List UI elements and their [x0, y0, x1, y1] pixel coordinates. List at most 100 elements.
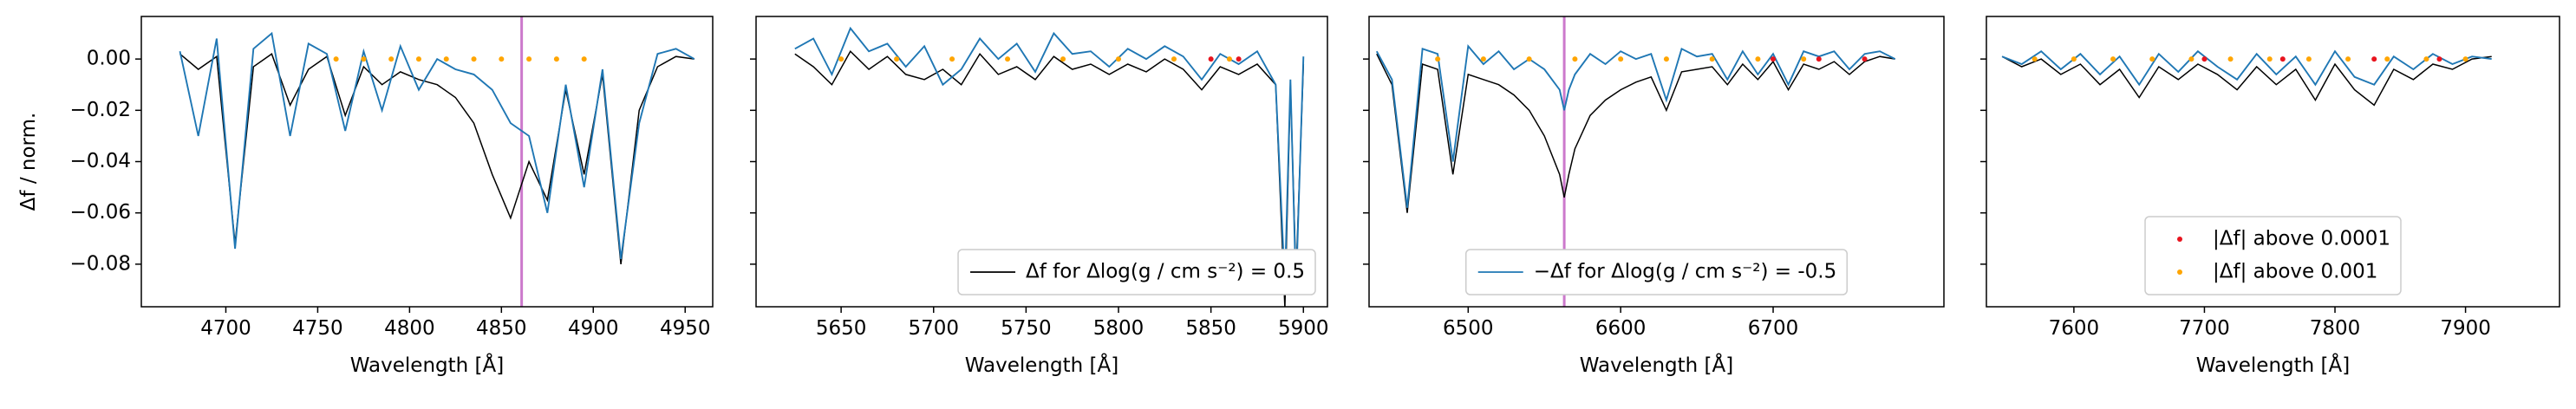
x-tick-label: 5900 — [1278, 317, 1329, 340]
legend-label: Δf for Δlog(g / cm s⁻²) = 0.5 — [1026, 261, 1305, 283]
threshold-dot — [553, 56, 559, 62]
threshold-dot — [2305, 56, 2312, 62]
threshold-dot — [2436, 56, 2442, 62]
threshold-dot — [1116, 56, 1122, 62]
threshold-dot — [2071, 56, 2077, 62]
legend-box — [2144, 216, 2402, 295]
legend: |Δf| above 0.0001 |Δf| above 0.001 — [2144, 216, 2402, 295]
x-tick-label: 4900 — [568, 317, 619, 340]
threshold-dot — [1618, 56, 1624, 62]
threshold-dot — [1208, 56, 1214, 62]
x-tick-label: 6500 — [1443, 317, 1494, 340]
threshold-dot — [499, 56, 505, 62]
y-tick-label: −0.08 — [70, 252, 131, 275]
threshold-dot — [1236, 56, 1242, 62]
x-axis-label: Wavelength [Å] — [350, 353, 504, 377]
threshold-dot — [2384, 56, 2390, 62]
threshold-dot — [838, 56, 845, 62]
spectrum-line — [179, 31, 695, 260]
threshold-dot — [2423, 56, 2429, 62]
threshold-dot — [2279, 56, 2286, 62]
threshold-dot — [2149, 56, 2155, 62]
spectrum-line — [2001, 49, 2492, 87]
legend-label: |Δf| above 0.001 — [2213, 261, 2377, 283]
threshold-dot — [1755, 56, 1761, 62]
threshold-dot — [2462, 56, 2468, 62]
legend: −Δf for Δlog(g / cm s⁻²) = -0.5 — [1464, 249, 1849, 295]
threshold-dot — [2201, 56, 2208, 62]
threshold-dot — [1060, 56, 1066, 62]
x-axis-label: Wavelength [Å] — [2196, 353, 2350, 377]
x-tick-label: 7600 — [2049, 317, 2100, 340]
threshold-dot — [1663, 56, 1669, 62]
axes-frame — [1986, 16, 2560, 308]
spectrum-line — [1376, 53, 1895, 213]
x-tick-label: 7900 — [2440, 317, 2491, 340]
threshold-dot — [2227, 56, 2234, 62]
threshold-dot — [388, 56, 395, 62]
axes-frame — [1368, 16, 1945, 308]
legend-swatch — [2177, 237, 2183, 242]
spectrum-line — [794, 26, 1305, 290]
threshold-dot — [2110, 56, 2116, 62]
axes-frame — [755, 16, 1328, 308]
axes-frame — [140, 16, 714, 308]
legend-label: −Δf for Δlog(g / cm s⁻²) = -0.5 — [1534, 261, 1837, 283]
y-axis-label: Δf / norm. — [17, 113, 40, 211]
x-tick-label: 4700 — [200, 317, 251, 340]
threshold-dot — [415, 56, 421, 62]
legend: Δf for Δlog(g / cm s⁻²) = 0.5 — [957, 249, 1316, 295]
threshold-dot — [949, 56, 955, 62]
threshold-dot — [361, 56, 367, 62]
threshold-dot — [1816, 56, 1822, 62]
threshold-dot — [1005, 56, 1011, 62]
threshold-dot — [1572, 56, 1578, 62]
x-axis-label: Wavelength [Å] — [965, 353, 1118, 377]
x-tick-label: 5850 — [1185, 317, 1236, 340]
threshold-dot — [1226, 56, 1232, 62]
threshold-dot — [2266, 56, 2273, 62]
x-tick-label: 5700 — [908, 317, 959, 340]
x-tick-label: 5650 — [816, 317, 867, 340]
threshold-dot — [1801, 56, 1807, 62]
y-tick-label: −0.02 — [70, 99, 131, 121]
spectrum-line — [2001, 55, 2492, 107]
threshold-dot — [1862, 56, 1868, 62]
threshold-dot — [1171, 56, 1177, 62]
y-tick-label: 0.00 — [87, 48, 131, 70]
threshold-dot — [1526, 56, 1532, 62]
threshold-dot — [1709, 56, 1715, 62]
x-tick-label: 6700 — [1748, 317, 1799, 340]
threshold-dot — [1480, 56, 1486, 62]
x-tick-label: 4950 — [660, 317, 711, 340]
threshold-dot — [2371, 56, 2377, 62]
x-tick-label: 6600 — [1595, 317, 1647, 340]
x-tick-label: 7700 — [2179, 317, 2230, 340]
legend-label: |Δf| above 0.0001 — [2213, 228, 2390, 250]
x-axis-label: Wavelength [Å] — [1580, 353, 1733, 377]
threshold-dot — [2345, 56, 2351, 62]
spectrum-line — [179, 53, 695, 264]
legend-swatch — [2177, 269, 2183, 275]
threshold-dot — [2188, 56, 2194, 62]
x-tick-label: 7800 — [2310, 317, 2361, 340]
threshold-dot — [1435, 56, 1441, 62]
legend-box — [957, 249, 1316, 295]
spectrum-line — [794, 49, 1305, 307]
x-tick-label: 4800 — [384, 317, 435, 340]
x-tick-label: 5800 — [1093, 317, 1145, 340]
threshold-dot — [471, 56, 477, 62]
threshold-dot — [581, 56, 587, 62]
threshold-dot — [1771, 56, 1777, 62]
x-tick-label: 4750 — [292, 317, 343, 340]
y-tick-label: −0.06 — [70, 201, 131, 224]
threshold-dot — [526, 56, 532, 62]
legend-box — [1464, 249, 1849, 295]
threshold-dot — [2031, 56, 2038, 62]
spectrum-line — [1375, 44, 1896, 208]
x-tick-label: 5750 — [1001, 317, 1052, 340]
threshold-dot — [443, 56, 449, 62]
x-tick-label: 4850 — [476, 317, 527, 340]
threshold-dot — [894, 56, 900, 62]
